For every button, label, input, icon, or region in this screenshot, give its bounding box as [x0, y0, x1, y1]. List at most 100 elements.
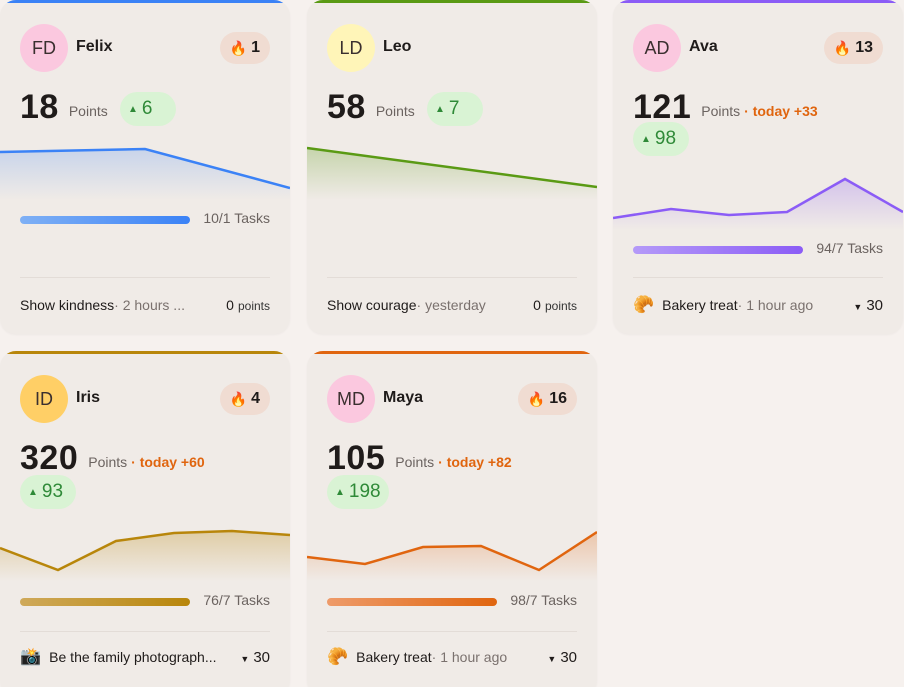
points-total: 105 [327, 438, 386, 477]
avatar: LD [327, 24, 375, 72]
sparkline-area [0, 531, 290, 581]
sparkline-chart [613, 177, 903, 230]
kid-name: Ava [689, 38, 718, 55]
delta-value: 7 [448, 98, 460, 119]
activity-title: Bakery treat [662, 297, 738, 313]
kid-card-leo[interactable]: LD Leo 58 Points ▲ 7 Show courage · yest… [307, 0, 597, 334]
divider [633, 277, 883, 278]
activity-unit: points [544, 299, 577, 313]
tasks-count: 76/7 Tasks [203, 592, 270, 608]
progress-bar [20, 216, 190, 224]
streak-badge: 🔥 16 [517, 383, 577, 415]
croissant-icon: 🥐 [633, 295, 655, 314]
streak-count: 16 [549, 390, 567, 407]
camera-icon: 📸 [20, 647, 42, 666]
avatar: MD [327, 375, 375, 423]
sparkline-chart [307, 530, 597, 581]
sparkline-area [0, 149, 290, 200]
points-delta-badge: ▲ 98 [633, 122, 689, 156]
tasks-progress: 10/1 Tasks [20, 210, 270, 230]
avatar: ID [20, 375, 68, 423]
kid-card-felix[interactable]: FD Felix 🔥 1 18 Points ▲ 6 [0, 0, 290, 334]
activity-time: · yesterday [416, 297, 486, 313]
points-label: Points [375, 103, 415, 119]
kid-name: Maya [383, 389, 424, 406]
tasks-count: 94/7 Tasks [816, 240, 883, 256]
points-label: Points [68, 103, 108, 119]
flame-icon: 🔥 [229, 39, 248, 56]
divider [20, 277, 270, 278]
tasks-count: 98/7 Tasks [510, 592, 577, 608]
activity-points: ▼ 30 [547, 649, 577, 666]
divider [327, 277, 577, 278]
points-label: Points [395, 454, 435, 470]
flame-icon: 🔥 [833, 39, 852, 56]
today-gain: · today +60 [131, 454, 205, 470]
kid-name: Iris [76, 389, 101, 406]
up-triangle-icon: ▲ [28, 486, 38, 498]
up-triangle-icon: ▲ [128, 103, 138, 115]
activity-title: Show kindness [20, 297, 115, 313]
up-triangle-icon: ▲ [641, 133, 651, 145]
points-total: 18 [20, 87, 59, 126]
latest-activity[interactable]: Show kindness · 2 hours ... 0 points [20, 295, 270, 315]
activity-title: Be the family photograph... [49, 649, 217, 665]
tasks-progress: 94/7 Tasks [633, 240, 883, 260]
sparkline-chart [307, 146, 597, 200]
latest-activity[interactable]: 🥐 Bakery treat · 1 hour ago ▼ 30 [633, 295, 883, 315]
activity-points: ▼ 30 [853, 297, 883, 314]
streak-count: 4 [251, 390, 260, 407]
activity-value: 0 [226, 297, 234, 313]
divider [20, 631, 270, 632]
activity-points: ▼ 30 [240, 649, 270, 666]
points-label: Points [88, 454, 128, 470]
delta-value: 198 [348, 481, 381, 502]
activity-time: · 1 hour ago [737, 297, 814, 313]
activity-time: · 1 hour ago [431, 649, 508, 665]
avatar: AD [633, 24, 681, 72]
avatar: FD [20, 24, 68, 72]
kid-name: Felix [76, 38, 113, 55]
activity-time: · 2 hours ... [114, 297, 185, 313]
kid-card-iris[interactable]: ID Iris 🔥 4 320 Points · today +60 ▲ 93 [0, 351, 290, 687]
points-delta-badge: ▲ 7 [427, 92, 483, 126]
kid-card-ava[interactable]: AD Ava 🔥 13 121 Points · today +33 ▲ 98 [613, 0, 903, 334]
delta-value: 98 [654, 128, 677, 149]
sparkline-line [307, 146, 597, 189]
streak-count: 1 [251, 39, 260, 56]
activity-value: 30 [560, 648, 577, 666]
points-delta-badge: ▲ 6 [120, 92, 176, 126]
points-delta-badge: ▲ 198 [327, 475, 389, 509]
activity-value: 30 [866, 296, 883, 314]
sparkline-chart [0, 147, 290, 200]
kid-card-maya[interactable]: MD Maya 🔥 16 105 Points · today +82 ▲ 19… [307, 351, 597, 687]
streak-count: 13 [855, 39, 873, 56]
caret-down-icon: ▼ [547, 653, 557, 664]
sparkline-area [613, 179, 903, 230]
delta-value: 6 [141, 98, 153, 119]
divider [327, 631, 577, 632]
points-total: 121 [633, 87, 692, 126]
points-total: 320 [20, 438, 79, 477]
activity-points: 0 points [226, 297, 270, 313]
croissant-icon: 🥐 [327, 647, 349, 666]
activity-unit: points [237, 299, 270, 313]
up-triangle-icon: ▲ [435, 103, 445, 115]
latest-activity[interactable]: 🥐 Bakery treat · 1 hour ago ▼ 30 [327, 647, 577, 667]
today-gain: · today +82 [438, 454, 512, 470]
progress-bar [633, 246, 803, 254]
flame-icon: 🔥 [527, 390, 546, 407]
sparkline-line [613, 177, 903, 220]
points-label: Points [701, 103, 741, 119]
latest-activity[interactable]: Show courage · yesterday 0 points [327, 295, 577, 315]
streak-badge: 🔥 4 [219, 383, 270, 415]
sparkline-line [0, 529, 290, 572]
sparkline-line [0, 147, 290, 190]
up-triangle-icon: ▲ [335, 486, 345, 498]
activity-value: 0 [533, 297, 541, 313]
progress-bar [20, 598, 190, 606]
latest-activity[interactable]: 📸 Be the family photograph... ▼ 30 [20, 647, 270, 667]
flame-icon: 🔥 [229, 390, 248, 407]
caret-down-icon: ▼ [853, 301, 863, 312]
activity-title: Show courage [327, 297, 417, 313]
